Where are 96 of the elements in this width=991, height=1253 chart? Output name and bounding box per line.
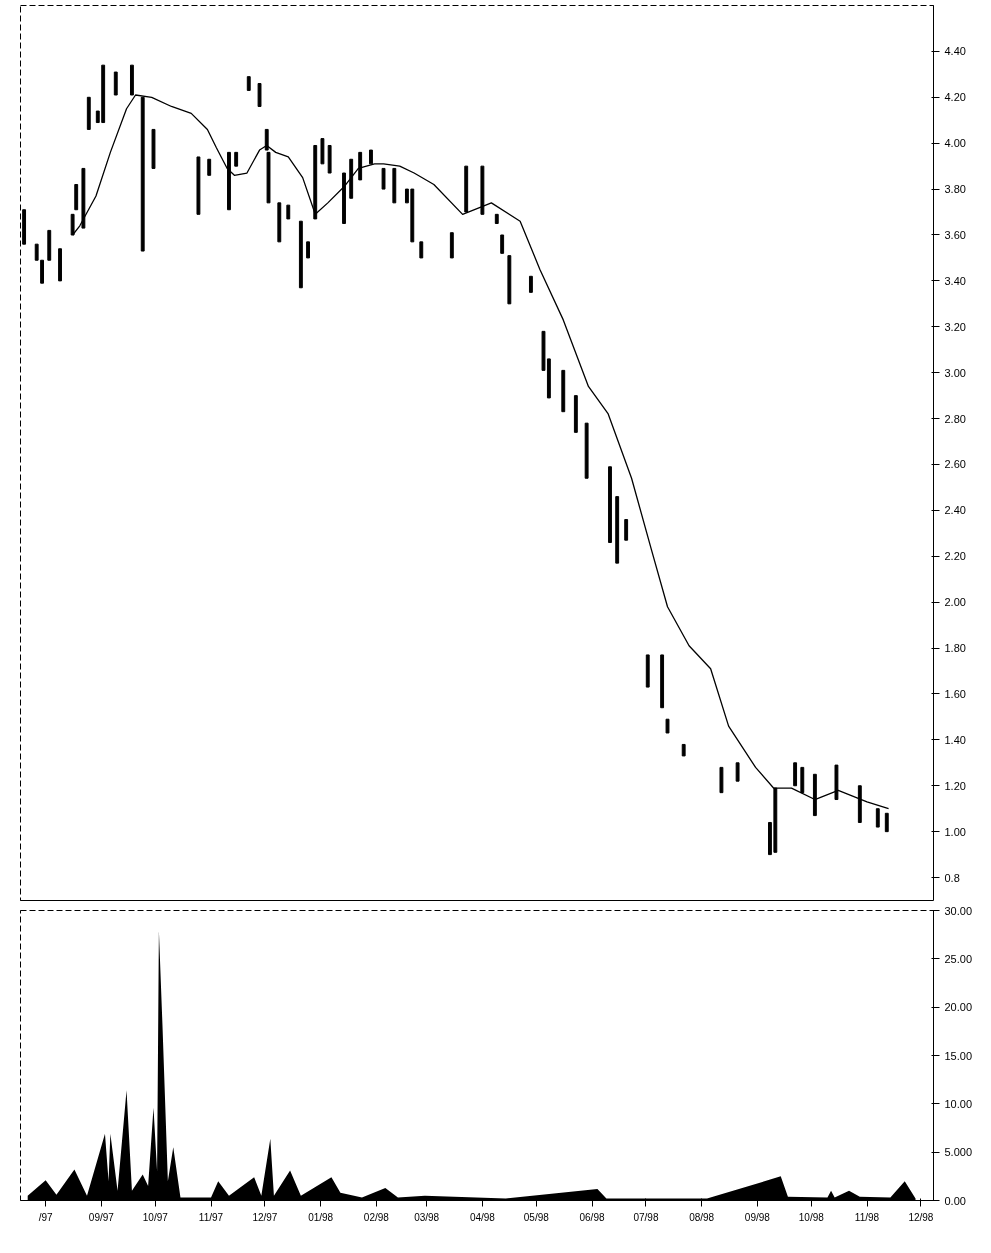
bar [449, 232, 454, 259]
bar [58, 248, 62, 282]
bar [306, 241, 310, 259]
bar [645, 654, 650, 688]
y-tick-label: 2.40 [944, 504, 966, 517]
y-tick-label: 2.60 [944, 458, 966, 471]
bar [584, 422, 589, 479]
bar [40, 259, 44, 284]
y-tick-label: 2.80 [944, 412, 966, 425]
bar [277, 202, 282, 243]
bar [234, 151, 239, 167]
y-tick-label: 3.20 [944, 320, 966, 333]
bar [507, 255, 512, 305]
bar [358, 151, 363, 181]
y-tick-label: 30.00 [944, 904, 973, 917]
x-tick-label: 04/98 [469, 1211, 496, 1223]
bar [608, 466, 612, 543]
bar [800, 766, 805, 794]
y-tick-label: 3.40 [944, 274, 966, 287]
bar [151, 128, 156, 169]
bar [719, 766, 724, 794]
y-tick-label: 3.00 [944, 366, 966, 379]
y-tick-label: 3.60 [944, 228, 966, 241]
y-tick-label: 3.80 [944, 183, 966, 196]
y-tick-label: 1.60 [944, 687, 966, 700]
bar [665, 718, 670, 734]
x-tick-label: 10/98 [798, 1211, 825, 1223]
bar [369, 149, 373, 165]
x-tick-label: 09/98 [744, 1211, 771, 1223]
bar [464, 165, 469, 213]
bar [615, 496, 620, 564]
y-tick-label: 1.00 [944, 825, 966, 838]
y-tick-label: 10.00 [944, 1097, 973, 1110]
x-tick-label: 07/98 [633, 1211, 659, 1223]
bar [381, 167, 386, 190]
x-tick-label: 05/98 [523, 1211, 550, 1223]
y-tick-label: 15.00 [944, 1049, 973, 1062]
bar [207, 158, 212, 176]
x-tick-label: 11/98 [854, 1211, 880, 1223]
x-tick-label: 12/97 [252, 1211, 278, 1223]
bar [320, 138, 325, 165]
y-tick-label: 4.00 [944, 137, 966, 150]
bar [528, 275, 533, 293]
x-tick-label: 02/98 [363, 1211, 390, 1223]
x-tick-label: /97 [38, 1211, 54, 1223]
x-tick-label: 01/98 [308, 1211, 334, 1223]
bar [47, 229, 52, 261]
bar [500, 234, 505, 254]
bar [660, 654, 665, 709]
bar [573, 395, 578, 433]
bar [349, 158, 354, 199]
bar [419, 241, 424, 259]
bar [86, 96, 91, 130]
bar [327, 144, 332, 174]
bar [735, 762, 740, 782]
bar [624, 519, 629, 541]
bar [875, 808, 880, 828]
bar [113, 71, 118, 96]
bar [884, 812, 889, 833]
bar [313, 144, 318, 220]
bar [227, 151, 231, 211]
y-tick-label: 1.20 [944, 779, 966, 792]
x-tick-label: 03/98 [414, 1211, 440, 1223]
x-tick-label: 09/97 [88, 1211, 115, 1223]
y-tick-label: 4.40 [944, 45, 966, 58]
bar [342, 172, 346, 225]
y-tick-label: 4.20 [944, 91, 966, 104]
bar [681, 743, 686, 757]
y-tick-label: 5.000 [944, 1146, 973, 1159]
bar [34, 243, 39, 261]
y-tick-label: 2.20 [944, 550, 966, 563]
bar [257, 83, 262, 107]
bar [298, 220, 303, 289]
x-tick-label: 08/98 [689, 1211, 715, 1223]
bar [494, 213, 499, 225]
bar [246, 76, 251, 91]
bar [196, 156, 201, 215]
y-tick-label: 2.00 [944, 596, 966, 609]
bar [392, 167, 397, 204]
x-tick-label: 06/98 [579, 1211, 605, 1223]
bar [561, 369, 566, 413]
y-tick-label: 1.80 [944, 642, 966, 655]
bar [793, 762, 798, 787]
bar [286, 204, 291, 220]
x-tick-label: 12/98 [908, 1211, 934, 1223]
bar [81, 167, 86, 229]
bar [834, 764, 839, 801]
x-tick-label: 10/97 [142, 1211, 169, 1223]
y-tick-label: 0.00 [944, 1194, 966, 1207]
y-tick-label: 20.00 [944, 1001, 973, 1014]
y-tick-label: 0.8 [944, 871, 960, 884]
bar [74, 184, 79, 211]
y-tick-label: 25.00 [944, 952, 973, 965]
x-tick-label: 11/97 [198, 1211, 224, 1223]
bar [480, 165, 485, 215]
y-tick-label: 1.40 [944, 733, 966, 746]
